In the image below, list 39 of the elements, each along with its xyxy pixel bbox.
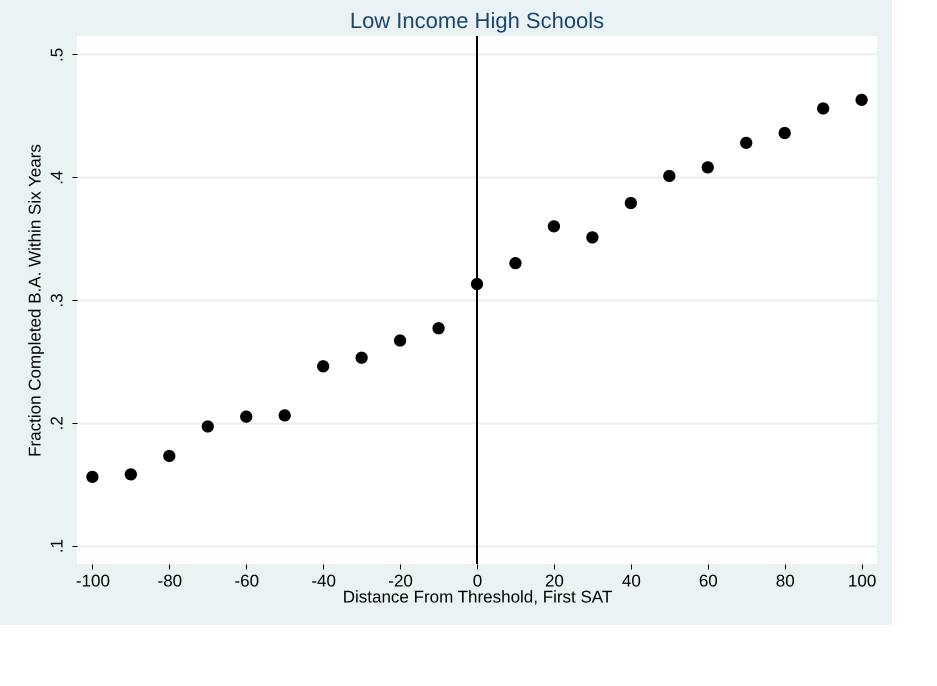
point bbox=[663, 170, 676, 182]
x-tick-label: 40 bbox=[622, 572, 641, 590]
point bbox=[202, 420, 214, 433]
point bbox=[702, 161, 714, 174]
x-tick-label: 20 bbox=[544, 572, 564, 590]
x-tick-label: -60 bbox=[234, 572, 260, 590]
x-tick-label: 60 bbox=[698, 572, 718, 590]
point bbox=[163, 450, 176, 462]
point bbox=[740, 136, 752, 149]
x-tick-label: 80 bbox=[776, 572, 795, 590]
y-tick-label: .5 bbox=[48, 48, 66, 62]
y-axis-title: Fraction Completed B.A. Within Six Years bbox=[26, 144, 44, 457]
point bbox=[317, 360, 330, 372]
point bbox=[355, 352, 368, 364]
y-tick-label: .1 bbox=[48, 538, 66, 554]
point bbox=[624, 196, 637, 210]
x-tick-label: -20 bbox=[388, 572, 413, 590]
point bbox=[855, 94, 868, 106]
point bbox=[586, 231, 599, 244]
y-tick-label: .4 bbox=[48, 170, 66, 185]
point bbox=[86, 470, 99, 483]
x-tick-label: -40 bbox=[311, 572, 336, 590]
x-axis-title: Distance From Threshold, First SAT bbox=[342, 588, 612, 606]
y-tick-label: .3 bbox=[48, 293, 66, 308]
x-tick-label: -80 bbox=[158, 572, 182, 590]
y-tick-label: .2 bbox=[48, 416, 66, 430]
point bbox=[548, 220, 560, 232]
point bbox=[432, 322, 445, 334]
point bbox=[124, 468, 137, 480]
point bbox=[278, 409, 291, 422]
x-tick-label: 100 bbox=[848, 572, 876, 590]
chart-title: Low Income High Schools bbox=[350, 8, 604, 33]
x-tick-label: 0 bbox=[472, 572, 482, 590]
point bbox=[817, 102, 830, 115]
x-tick-label: -100 bbox=[76, 572, 110, 590]
point bbox=[240, 410, 252, 423]
point bbox=[509, 257, 522, 270]
point bbox=[394, 334, 406, 347]
point bbox=[778, 126, 791, 140]
